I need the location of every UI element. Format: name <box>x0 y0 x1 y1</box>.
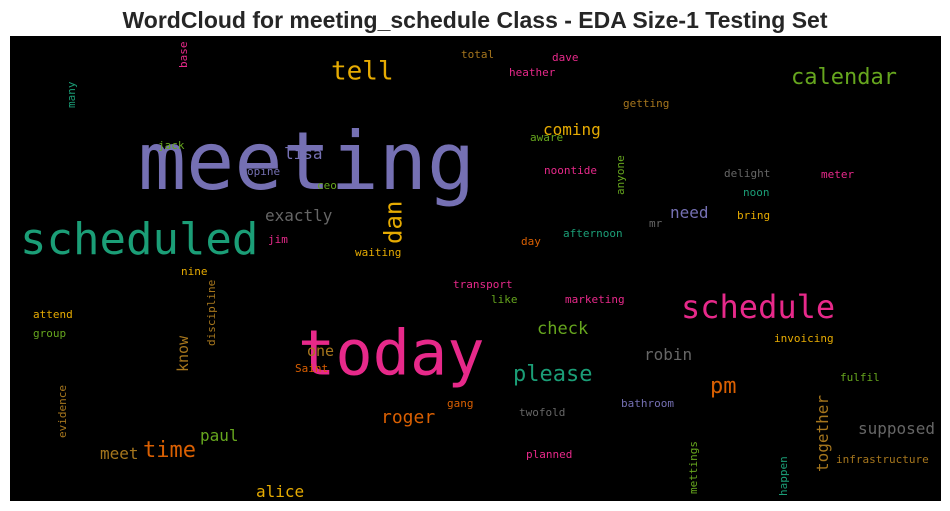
word-pm: pm <box>710 374 737 399</box>
word-anyone: anyone <box>614 155 627 195</box>
word-invoicing: invoicing <box>774 332 834 345</box>
word-nine: nine <box>181 265 208 278</box>
word-meet: meet <box>100 444 139 463</box>
word-noontide: noontide <box>544 164 597 177</box>
word-dave: dave <box>552 51 579 64</box>
word-roger: roger <box>381 407 435 428</box>
word-discipline: discipline <box>205 280 218 346</box>
word-check: check <box>537 319 588 339</box>
word-attend: attend <box>33 308 73 321</box>
word-marketing: marketing <box>565 293 625 306</box>
word-gang: gang <box>447 397 474 410</box>
word-bathroom: bathroom <box>621 397 674 410</box>
word-exactly: exactly <box>265 206 333 225</box>
word-jim: jim <box>268 233 288 246</box>
word-lisa: lisa <box>284 144 323 163</box>
wordcloud-svg: meeting today scheduled schedule tell calenda… <box>20 42 935 502</box>
word-like: like <box>491 293 518 306</box>
word-aware: aware <box>530 131 563 144</box>
word-planned: planned <box>526 448 572 461</box>
word-waiting: waiting <box>355 246 401 259</box>
word-today: today <box>298 316 485 389</box>
word-robin: robin <box>644 345 692 364</box>
word-meter: meter <box>821 168 854 181</box>
word-meeting: meeting <box>138 115 475 208</box>
word-supposed: supposed <box>858 419 935 438</box>
word-day: day <box>521 235 541 248</box>
word-getting: getting <box>623 97 669 110</box>
word-opine: opine <box>247 165 280 178</box>
word-paul: paul <box>200 426 239 445</box>
word-schedule: schedule <box>681 288 835 326</box>
word-transport: transport <box>453 278 513 291</box>
word-please: please <box>513 362 592 387</box>
word-saint: Saint <box>295 362 328 375</box>
word-scheduled: scheduled <box>20 214 258 265</box>
wordcloud-canvas: meeting today scheduled schedule tell calenda… <box>10 36 941 501</box>
word-together: together <box>813 395 832 472</box>
word-need: need <box>670 203 709 222</box>
word-fulfil: fulfil <box>840 371 880 384</box>
word-infrastructure: infrastructure <box>836 453 929 466</box>
word-happen: happen <box>777 456 790 496</box>
word-heather: heather <box>509 66 556 79</box>
word-noon: noon <box>743 186 770 199</box>
word-one: one <box>307 342 334 360</box>
word-mettings: mettings <box>687 441 700 494</box>
word-coming: coming <box>543 120 601 139</box>
word-know: know <box>174 335 192 372</box>
word-afternoon: afternoon <box>563 227 623 240</box>
word-time: time <box>143 438 196 463</box>
word-dan: dan <box>380 201 408 244</box>
word-alice: alice <box>256 482 304 501</box>
word-evidence: evidence <box>56 385 69 438</box>
word-twofold: twofold <box>519 406 565 419</box>
word-many: many <box>65 81 78 108</box>
chart-title: WordCloud for meeting_schedule Class - E… <box>122 7 828 33</box>
word-group: group <box>33 327 66 340</box>
word-ceo: ceo <box>317 179 337 192</box>
word-mr: mr <box>649 217 663 230</box>
word-jack: jack <box>158 139 185 152</box>
word-delight: delight <box>724 167 770 180</box>
word-total: total <box>461 48 494 61</box>
word-bring: bring <box>737 209 770 222</box>
word-base: base <box>177 42 190 69</box>
word-calendar: calendar <box>791 65 897 90</box>
word-tell: tell <box>331 56 394 86</box>
